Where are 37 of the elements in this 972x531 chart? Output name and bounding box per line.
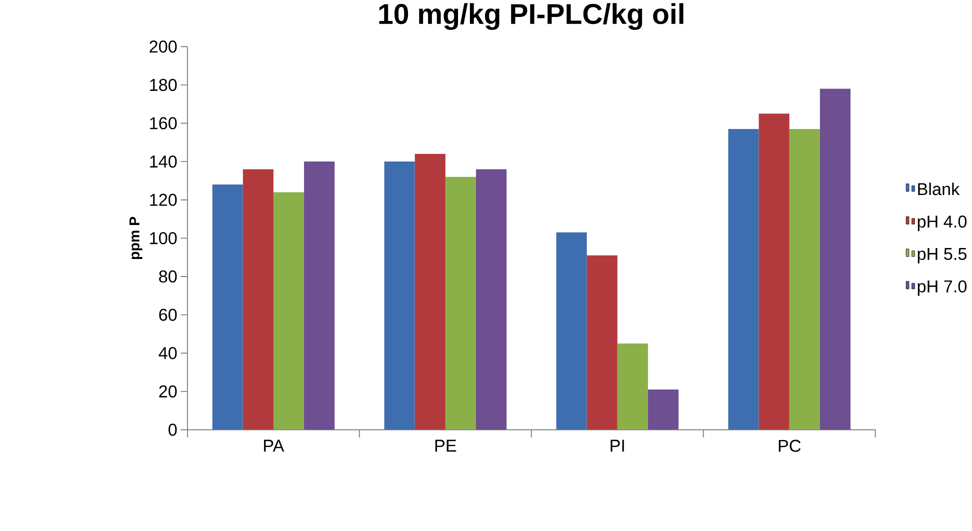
- legend-label: Blank: [918, 182, 960, 196]
- bar: [273, 192, 304, 430]
- bar: [648, 389, 679, 430]
- y-tick-label: 0: [168, 424, 177, 436]
- bar: [617, 343, 648, 430]
- y-tick-label: 140: [150, 155, 177, 168]
- y-tick-label: 200: [150, 40, 177, 53]
- y-tick-label: 60: [159, 308, 177, 321]
- legend-label: pH 7.0: [918, 280, 967, 296]
- legend-label: pH 5.5: [918, 248, 966, 264]
- bar: [242, 169, 274, 430]
- bar: [586, 255, 618, 430]
- x-tick-label: PI: [610, 440, 624, 452]
- legend-label: pH 4.0: [918, 215, 967, 231]
- x-tick-label: PE: [435, 440, 456, 452]
- bar: [212, 184, 243, 430]
- y-tick-label: 180: [150, 78, 177, 91]
- bar: [556, 232, 587, 430]
- bar: [384, 161, 415, 430]
- y-tick-label: 40: [158, 346, 177, 360]
- bar: [758, 114, 790, 430]
- x-tick-label: PA: [264, 440, 284, 452]
- y-tick-label: 80: [159, 270, 177, 282]
- chart-title: 10 mg/kg PI-PLC/kg oil: [379, 3, 684, 30]
- bar: [476, 169, 507, 430]
- y-tick-label: 160: [150, 117, 177, 130]
- bar: [728, 128, 759, 430]
- bar: [304, 161, 335, 430]
- bar: [445, 176, 476, 430]
- y-axis-title: ppm P: [130, 216, 142, 259]
- y-tick-label: 20: [159, 385, 177, 398]
- y-tick-label: 100: [150, 232, 177, 244]
- bar: [414, 154, 446, 430]
- y-tick-label: 120: [150, 194, 177, 206]
- bar: [820, 88, 851, 430]
- bar: [789, 128, 820, 430]
- x-tick-label: PC: [778, 440, 801, 452]
